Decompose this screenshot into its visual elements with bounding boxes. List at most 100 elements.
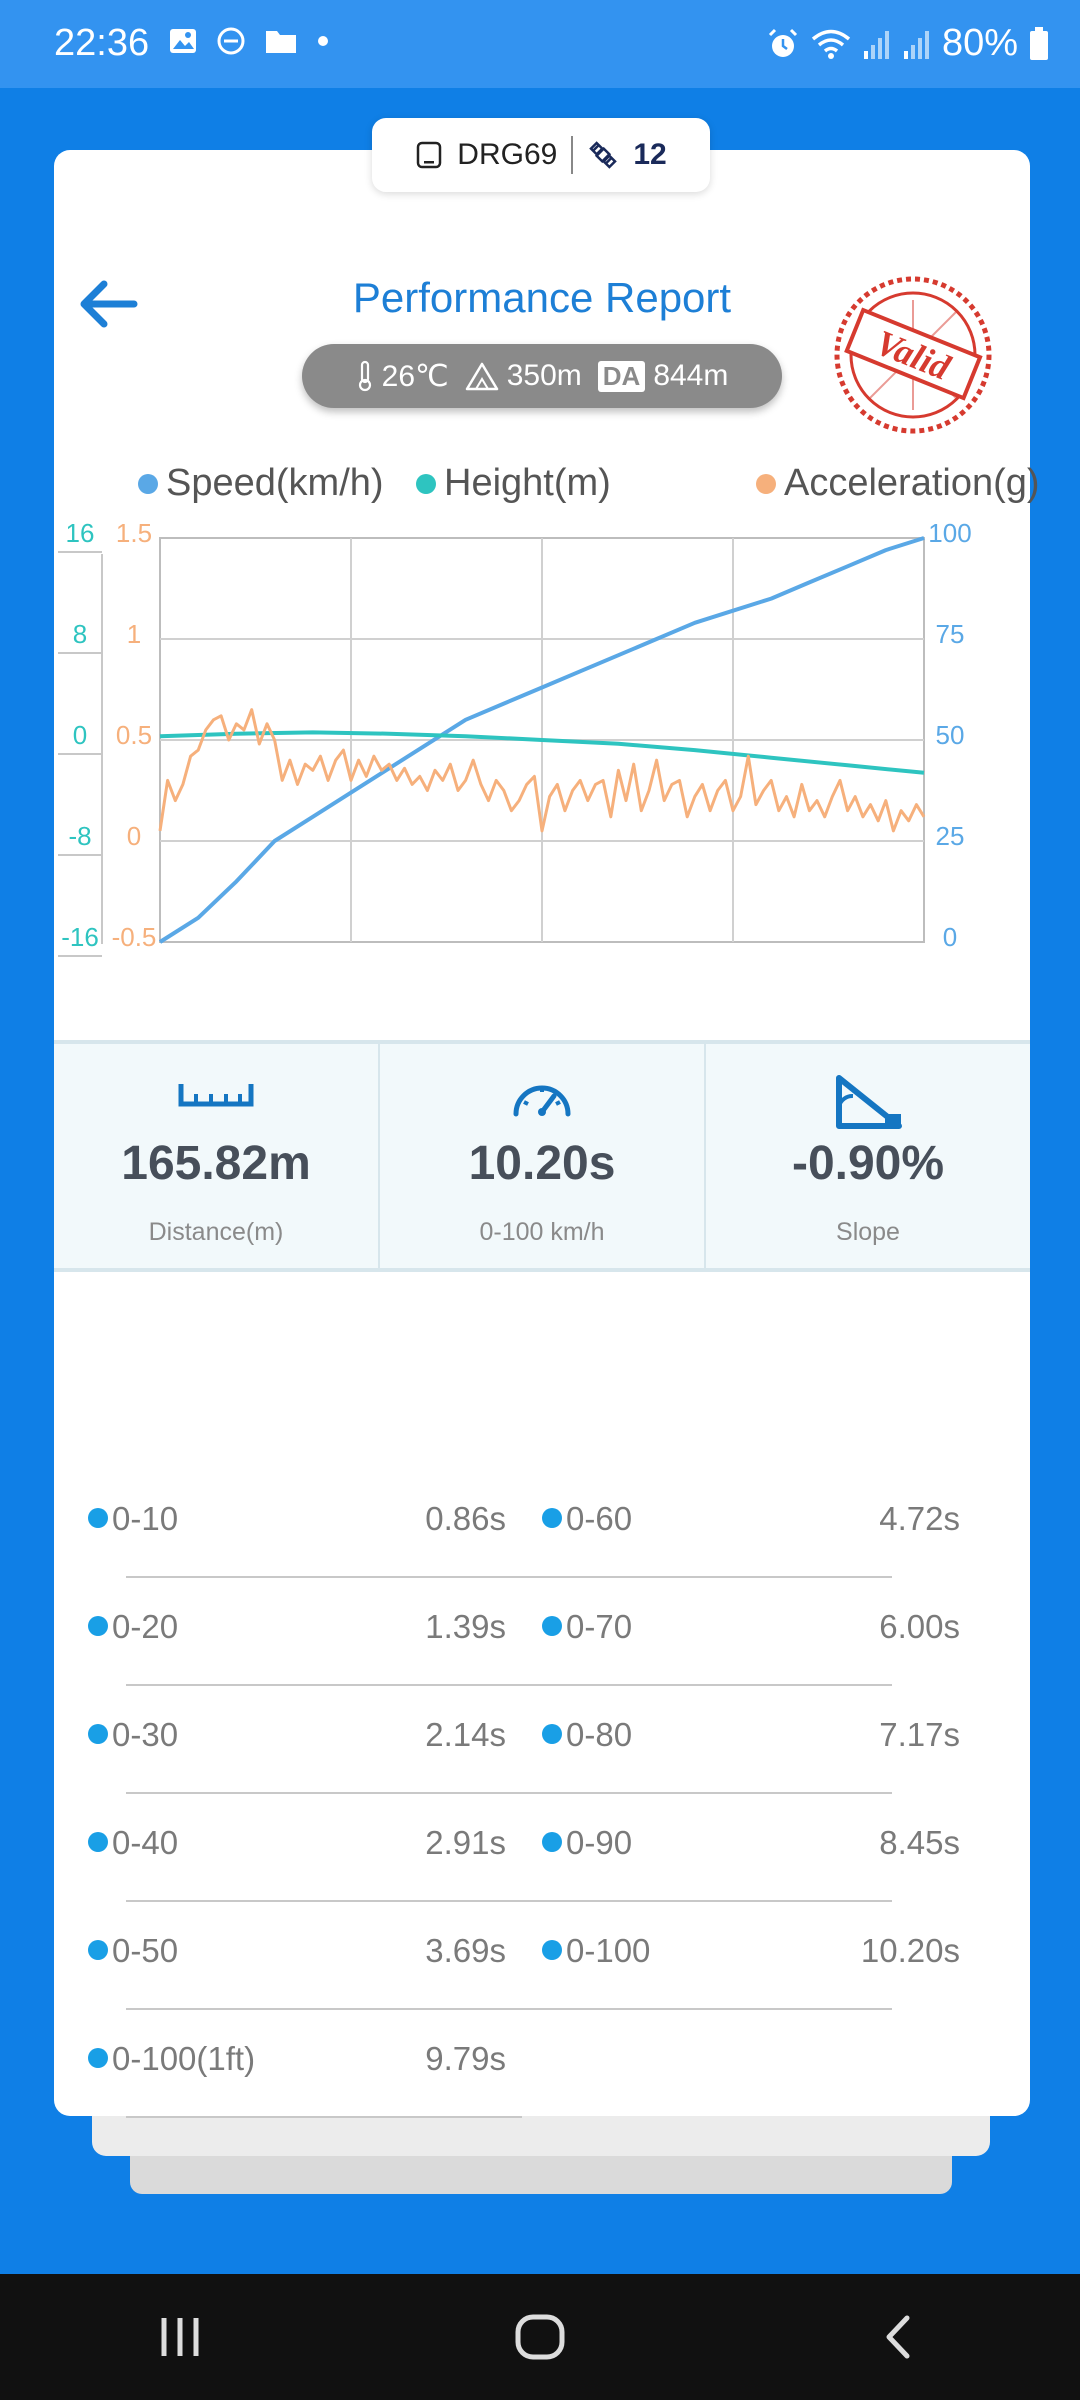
split-label: 0-100 <box>566 1932 651 1969</box>
status-right: 80% <box>766 22 1050 65</box>
device-name: DRG69 <box>457 138 558 171</box>
recents-button[interactable] <box>120 2297 240 2377</box>
speed-tick-label: 100 <box>928 518 971 548</box>
report-card: Performance Report Valid 26℃ 350m DA 844… <box>54 150 1040 2118</box>
split-label: 0-80 <box>566 1716 633 1753</box>
folder-icon <box>266 31 296 53</box>
speed-tick-label: 0 <box>943 922 957 952</box>
temperature-value: 26℃ <box>381 359 449 393</box>
recents-icon <box>161 2318 199 2356</box>
time-label: 0-100 km/h <box>479 1218 605 1246</box>
height-tick-label: -16 <box>61 922 99 952</box>
navigation-bar <box>0 2274 1080 2400</box>
split-dot <box>88 2048 108 2068</box>
speed-tick-label: 75 <box>936 619 965 649</box>
split-dot <box>542 1832 562 1852</box>
height-line <box>159 730 925 775</box>
split-value: 2.14s <box>425 1716 506 1753</box>
split-value: 9.79s <box>425 2040 506 2077</box>
stats-panel: 165.82m Distance(m) 10.20s 0-100 km/h -0… <box>54 1040 1030 1272</box>
split-row: 0-70 6.00s <box>542 1598 960 1658</box>
split-dot <box>88 1616 108 1636</box>
split-divider <box>126 2008 892 2010</box>
stat-time: 10.20s 0-100 km/h <box>378 1044 704 1268</box>
split-dot <box>542 1940 562 1960</box>
height-tick-label: 16 <box>66 518 95 548</box>
split-value: 3.69s <box>425 1932 506 1969</box>
legend-height[interactable]: Height(m) <box>416 462 611 505</box>
accel-tick-label: 1.5 <box>116 518 152 548</box>
slope-label: Slope <box>836 1218 900 1246</box>
battery-percent: 80% <box>941 22 1018 64</box>
time-value: 10.20s <box>468 1137 616 1190</box>
split-row: 0-50 3.69s <box>88 1922 506 1982</box>
split-label: 0-40 <box>112 1824 179 1861</box>
mountain-icon <box>465 362 498 391</box>
stat-distance: 165.82m Distance(m) <box>54 1044 378 1268</box>
acceleration-line <box>158 708 926 833</box>
slope-value: -0.90% <box>791 1137 945 1190</box>
slope-icon <box>836 1075 902 1129</box>
split-row: 0-10 0.86s <box>88 1490 506 1550</box>
dnd-icon <box>217 27 245 55</box>
status-time: 22:36 <box>54 22 150 64</box>
home-button[interactable] <box>480 2297 600 2377</box>
split-value: 4.72s <box>879 1500 960 1537</box>
back-button[interactable] <box>840 2297 960 2377</box>
status-left-icons <box>168 26 330 56</box>
accel-tick-label: 1 <box>127 619 141 649</box>
valid-stamp: Valid <box>834 276 992 434</box>
split-label: 0-100(1ft) <box>112 2040 256 2077</box>
device-icon <box>417 141 442 169</box>
split-label: 0-60 <box>566 1500 633 1537</box>
split-row: 0-100 10.20s <box>542 1922 960 1982</box>
speed-tick-label: 25 <box>936 821 965 851</box>
split-dot <box>88 1940 108 1960</box>
split-value: 1.39s <box>425 1608 506 1645</box>
environment-pill: 26℃ 350m DA 844m <box>302 344 782 408</box>
chart-legend: Speed(km/h) Height(m) Acceleration(g) <box>84 462 1040 512</box>
performance-chart: 16 8 0 -8 -16 1.5 1 0.5 0 -0.5 100 75 50 25 0 <box>58 518 972 957</box>
legend-dot <box>138 473 158 494</box>
image-icon <box>170 29 196 53</box>
legend-acceleration[interactable]: Acceleration(g) <box>756 462 1040 505</box>
ruler-icon <box>178 1084 254 1107</box>
home-icon <box>515 2314 565 2360</box>
satellite-count: 12 <box>633 138 667 171</box>
back-icon <box>886 2315 910 2359</box>
height-tick-label: 0 <box>73 720 87 750</box>
split-divider <box>126 1900 892 1902</box>
split-label: 0-30 <box>112 1716 179 1753</box>
speedometer-icon <box>513 1085 571 1117</box>
split-divider <box>126 1576 892 1578</box>
split-label: 0-50 <box>112 1932 179 1969</box>
split-value: 2.91s <box>425 1824 506 1861</box>
density-altitude-value: 844m <box>653 359 729 392</box>
density-altitude: DA 844m <box>597 359 729 393</box>
split-row: 0-80 7.17s <box>542 1706 960 1766</box>
split-divider <box>126 1684 892 1686</box>
status-bar: 22:36 80% <box>0 0 1080 88</box>
accel-tick-label: 0 <box>127 821 141 851</box>
back-arrow-icon[interactable] <box>72 274 142 334</box>
speed-tick-label: 50 <box>936 720 965 750</box>
split-row: 0-40 2.91s <box>88 1814 506 1874</box>
altitude: 350m <box>465 359 582 393</box>
split-dot <box>542 1724 562 1744</box>
split-dot <box>88 1832 108 1852</box>
alarm-icon <box>768 28 797 57</box>
legend-speed[interactable]: Speed(km/h) <box>138 462 384 505</box>
signal-icon <box>903 30 929 59</box>
page-title: Performance Report <box>352 274 732 321</box>
split-divider <box>126 1792 892 1794</box>
altitude-value: 350m <box>506 359 582 392</box>
device-pill[interactable]: DRG69 12 <box>372 118 710 192</box>
thermometer-icon <box>358 360 371 392</box>
dot-icon <box>318 36 328 46</box>
legend-label: Speed(km/h) <box>166 462 384 504</box>
split-dot <box>88 1508 108 1528</box>
accel-tick-label: 0.5 <box>116 720 152 750</box>
split-value: 0.86s <box>425 1500 506 1537</box>
accel-tick-label: -0.5 <box>112 922 157 952</box>
split-row: 0-20 1.39s <box>88 1598 506 1658</box>
